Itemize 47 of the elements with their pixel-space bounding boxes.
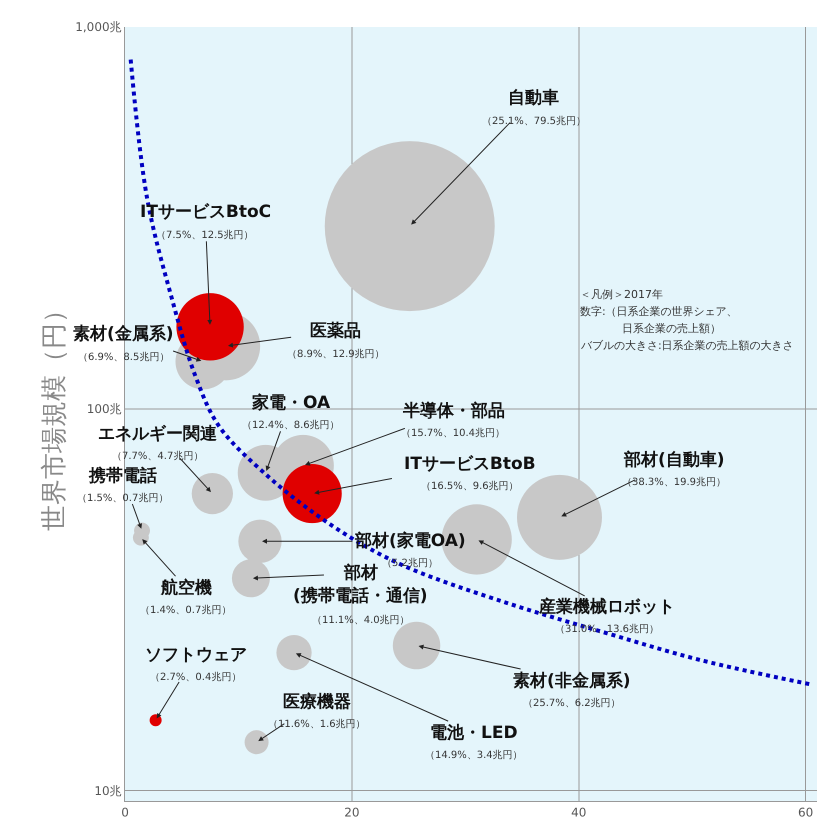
- annotation: 半導体・部品: [402, 401, 505, 421]
- annotation: （25.7%、6.2兆円）: [523, 697, 621, 709]
- annotation: ITサービスBtoC: [140, 202, 272, 222]
- annotation: 部材(自動車): [623, 450, 725, 470]
- y-axis-title: 世界市場規模（円）: [40, 297, 70, 531]
- annotation: （11.1%、4.0兆円）: [312, 614, 410, 626]
- annotation: （15.7%、10.4兆円）: [401, 427, 506, 439]
- annotation: 自動車: [508, 88, 559, 108]
- annotation: 携帯電話: [88, 466, 157, 486]
- annotation: （6.9%、8.5兆円）: [78, 351, 170, 363]
- x-tick-label: 20: [344, 805, 360, 820]
- annotation: 素材(金属系): [73, 324, 174, 344]
- annotation: （7.7%、4.7兆円）: [112, 450, 204, 462]
- annotation: エネルギー関連: [98, 424, 217, 444]
- annotation: （1.4%、0.7兆円）: [140, 604, 232, 616]
- annotation: （12.4%、8.6兆円）: [242, 419, 340, 431]
- annotation: （38.3%、19.9兆円）: [622, 476, 726, 488]
- y-tick-label: 100兆: [86, 402, 122, 416]
- annotation: （11.6%、1.6兆円）: [268, 718, 366, 730]
- annotation: 数字:（日系企業の世界シェア、: [580, 305, 738, 318]
- annotation: 部材: [343, 563, 378, 583]
- y-tick-label: 10兆: [94, 784, 122, 798]
- annotation: 医薬品: [310, 321, 361, 341]
- annotation: （25.1%、79.5兆円）: [482, 115, 586, 127]
- x-tick-label: 40: [571, 805, 586, 820]
- x-tick-label: 0: [121, 805, 129, 820]
- annotation: 素材(非金属系): [513, 671, 631, 691]
- annotation: 家電・OA: [251, 393, 331, 413]
- annotation: 電池・LED: [430, 723, 518, 743]
- annotation: (携帯電話・通信): [293, 586, 428, 606]
- annotation: ＜凡例＞2017年: [580, 288, 663, 301]
- y-tick-label: 1,000兆: [75, 20, 122, 34]
- annotation: 航空機: [160, 578, 212, 598]
- annotation: （1.5%、0.7兆円）: [77, 492, 168, 504]
- annotation: （7.5%、12.5兆円）: [156, 229, 254, 241]
- annotation: 部材(家電OA): [354, 531, 466, 551]
- annotation: 産業機械ロボット: [538, 597, 675, 617]
- x-tick-label: 60: [798, 805, 814, 820]
- annotation: バブルの大きさ:日系企業の売上額の大きさ: [580, 339, 794, 352]
- annotation: 医療機器: [283, 692, 351, 712]
- annotation: （2.7%、0.4兆円）: [150, 671, 242, 683]
- annotation: ソフトウェア: [145, 645, 247, 665]
- annotation: （8.9%、12.9兆円）: [287, 348, 385, 360]
- annotation: ITサービスBtoB: [404, 454, 536, 474]
- annotation: （14.9%、3.4兆円）: [425, 749, 523, 761]
- annotation: 日系企業の売上額）: [622, 322, 721, 335]
- annotation: （16.5%、9.6兆円）: [421, 480, 519, 492]
